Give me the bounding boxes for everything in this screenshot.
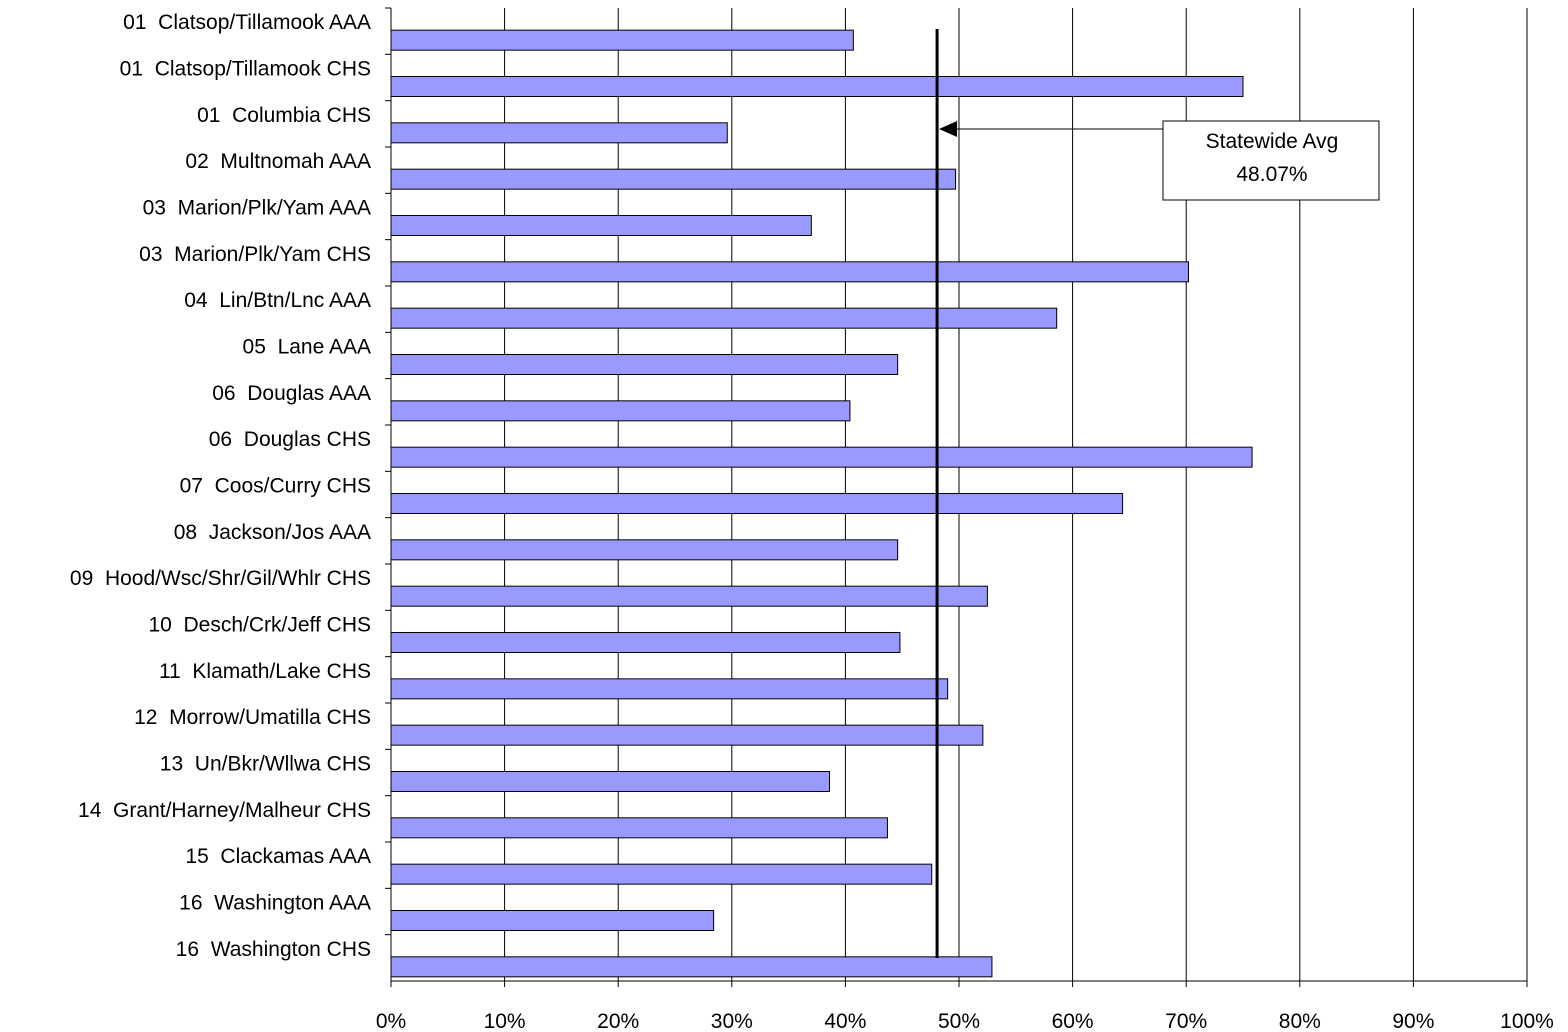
category-label: 09 Hood/Wsc/Shr/Gil/Whlr CHS [70, 567, 371, 590]
bar [390, 585, 988, 607]
x-tick-label: 70% [1165, 1010, 1207, 1032]
x-tick-label: 20% [597, 1010, 639, 1032]
category-label: 05 Lane AAA [243, 336, 371, 359]
bar [390, 215, 812, 236]
callout-box [1162, 120, 1380, 201]
category-label: 13 Un/Bkr/Wllwa CHS [160, 753, 371, 776]
statewide-average-line-group [935, 29, 1163, 958]
statewide-average-callout: Statewide Avg 48.07% [1162, 120, 1380, 201]
bar [390, 771, 830, 792]
bar [390, 261, 1189, 283]
bar [390, 168, 957, 190]
category-label: 08 Jackson/Jos AAA [174, 521, 371, 544]
category-label: 03 Marion/Plk/Yam AAA [143, 197, 371, 220]
bar [390, 632, 901, 653]
bar [390, 29, 854, 51]
bar [390, 400, 851, 422]
category-label: 06 Douglas AAA [212, 382, 371, 405]
category-label: 03 Marion/Plk/Yam CHS [139, 243, 371, 266]
category-label: 14 Grant/Harney/Malheur CHS [78, 799, 371, 822]
category-label: 01 Clatsop/Tillamook AAA [123, 11, 371, 34]
x-tick-label: 90% [1392, 1010, 1434, 1032]
x-tick-label: 80% [1279, 1010, 1321, 1032]
category-label: 04 Lin/Btn/Lnc AAA [184, 289, 371, 312]
category-label: 12 Morrow/Umatilla CHS [134, 706, 371, 729]
axes [385, 7, 1528, 987]
x-tick-label: 0% [376, 1010, 406, 1032]
bar [390, 122, 728, 144]
x-tick-labels: 0% 10% 20% 30% 40% 50% 60% 70% 80% 90% 100% [376, 1010, 1554, 1032]
x-tick-label: 30% [711, 1010, 753, 1032]
bar [390, 956, 993, 978]
category-labels: 01 Clatsop/Tillamook AAA 01 Clatsop/Tilla… [70, 11, 371, 961]
x-tick-label: 10% [484, 1010, 526, 1032]
category-label: 01 Columbia CHS [197, 104, 371, 127]
x-tick-label: 40% [824, 1010, 866, 1032]
bar [390, 863, 933, 885]
category-label: 07 Coos/Curry CHS [180, 475, 371, 498]
category-label: 16 Washington AAA [179, 892, 371, 915]
bar [390, 76, 1244, 97]
x-tick-label: 100% [1500, 1010, 1554, 1032]
x-tick-label: 50% [938, 1010, 980, 1032]
category-label: 06 Douglas CHS [209, 428, 371, 451]
bar [390, 493, 1124, 514]
bar [390, 724, 984, 746]
bar [390, 446, 1253, 468]
callout-value: 48.07% [1236, 163, 1307, 186]
category-label: 16 Washington CHS [176, 938, 371, 961]
bar [390, 539, 899, 561]
callout-arrowhead-icon [939, 121, 958, 137]
bars [390, 29, 1253, 978]
bar [390, 678, 949, 700]
bar [390, 354, 899, 375]
category-label: 02 Multnomah AAA [185, 150, 371, 173]
category-label: 01 Clatsop/Tillamook CHS [120, 58, 371, 81]
bar [390, 910, 715, 931]
category-label: 10 Desch/Crk/Jeff CHS [148, 614, 371, 637]
bar [390, 307, 1058, 329]
category-label: 11 Klamath/Lake CHS [159, 660, 371, 683]
x-tick-label: 60% [1052, 1010, 1094, 1032]
bar [390, 817, 888, 839]
callout-title: Statewide Avg [1206, 130, 1339, 153]
category-label: 15 Clackamas AAA [185, 845, 371, 868]
